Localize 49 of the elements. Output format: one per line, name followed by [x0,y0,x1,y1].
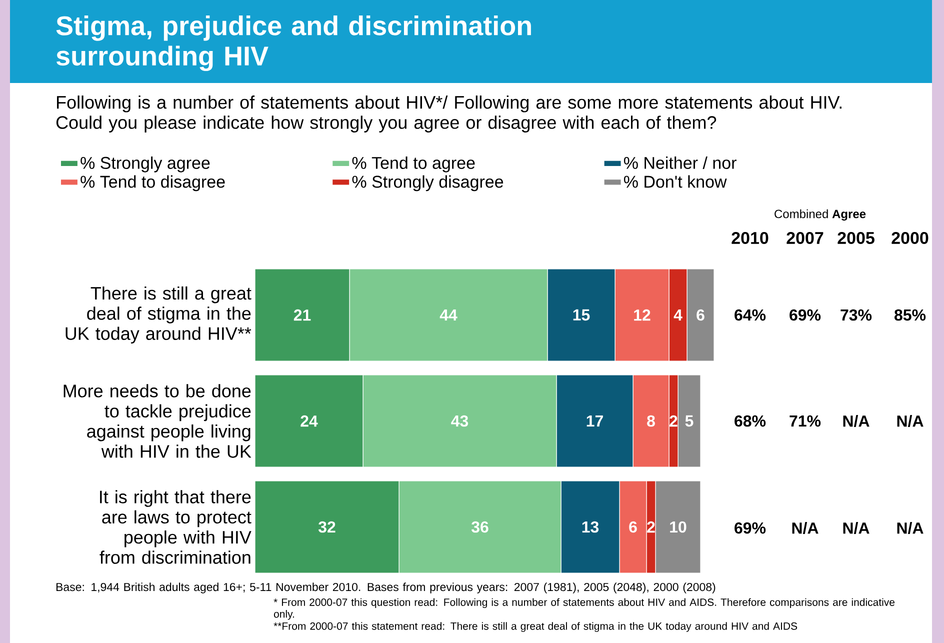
text: 71% [790,415,821,427]
data-label: 44 [440,309,458,320]
chart-subtitle: Following is a number of statements about HIV*/ Following are some more statements about HIV. Could you please indicate how strongly you agree or disagree with each of them? [56,96,842,132]
data-label: 6 [696,309,704,321]
data-label: 21 [294,309,311,321]
text: 73% [840,309,872,321]
text: N/A [897,415,924,427]
data-label: 12 [634,309,650,321]
legend-label: % Neither / nor [624,156,736,169]
legend-label: % Tend to disagree [80,175,225,192]
data-label: 4 [674,309,682,320]
data-label: 13 [582,521,599,533]
data-label: 5 [685,415,694,427]
y-tick-label: It is right that there are laws to protect people with HIV from discrimination [100,490,252,564]
data-label: 43 [451,415,468,427]
text: 2000 [892,232,928,244]
data-label: 36 [471,521,488,533]
text: 69% [734,522,766,534]
legend-label: % Tend to agree [352,156,475,172]
text: Base: 1,944 British adults aged 16+; 5-11 November 2010. Bases from previous years: 2007 (1981), 2005 (2048), 2000 (2008) [56,582,716,594]
data-label: 32 [318,521,336,533]
data-label: 24 [300,415,318,427]
data-label: 2 [647,521,655,533]
text: N/A [843,415,870,427]
text: 68% [734,415,766,427]
legend-label: % Don't know [624,175,727,188]
chart-title: Stigma, prejudice and discrimination surrounding HIV [56,16,531,72]
text: 2005 [838,232,874,244]
text: N/A [897,522,924,534]
text: Combined Agree [774,209,866,221]
text: 2010 [732,232,768,244]
data-label: 10 [670,521,686,533]
data-label: 15 [573,309,590,321]
text: N/A [792,522,818,534]
data-label: 2 [670,415,678,427]
text: N/A [843,522,870,534]
text: 85% [894,309,926,321]
text: 69% [790,309,821,321]
y-tick-label: More needs to be done to tackle prejudice against people living with HIV in the UK [64,384,252,458]
text: * From 2000-07 this question read: Following is a number of statements about HIV and AIDS. Therefore comparisons are indicative only. [274,598,895,620]
legend-label: % Strongly agree [80,156,210,172]
y-tick-label: There is still a great deal of stigma in the UK today around HIV** [66,286,252,344]
text: **From 2000-07 this statement read: There is still a great deal of stigma in the UK today around HIV and AIDS [274,622,798,632]
legend-label: % Strongly disagree [352,175,504,192]
text: 2007 [786,232,824,244]
text: 64% [734,309,766,321]
data-label: 17 [586,415,603,426]
data-label: 8 [647,415,655,427]
data-label: 6 [629,521,637,533]
